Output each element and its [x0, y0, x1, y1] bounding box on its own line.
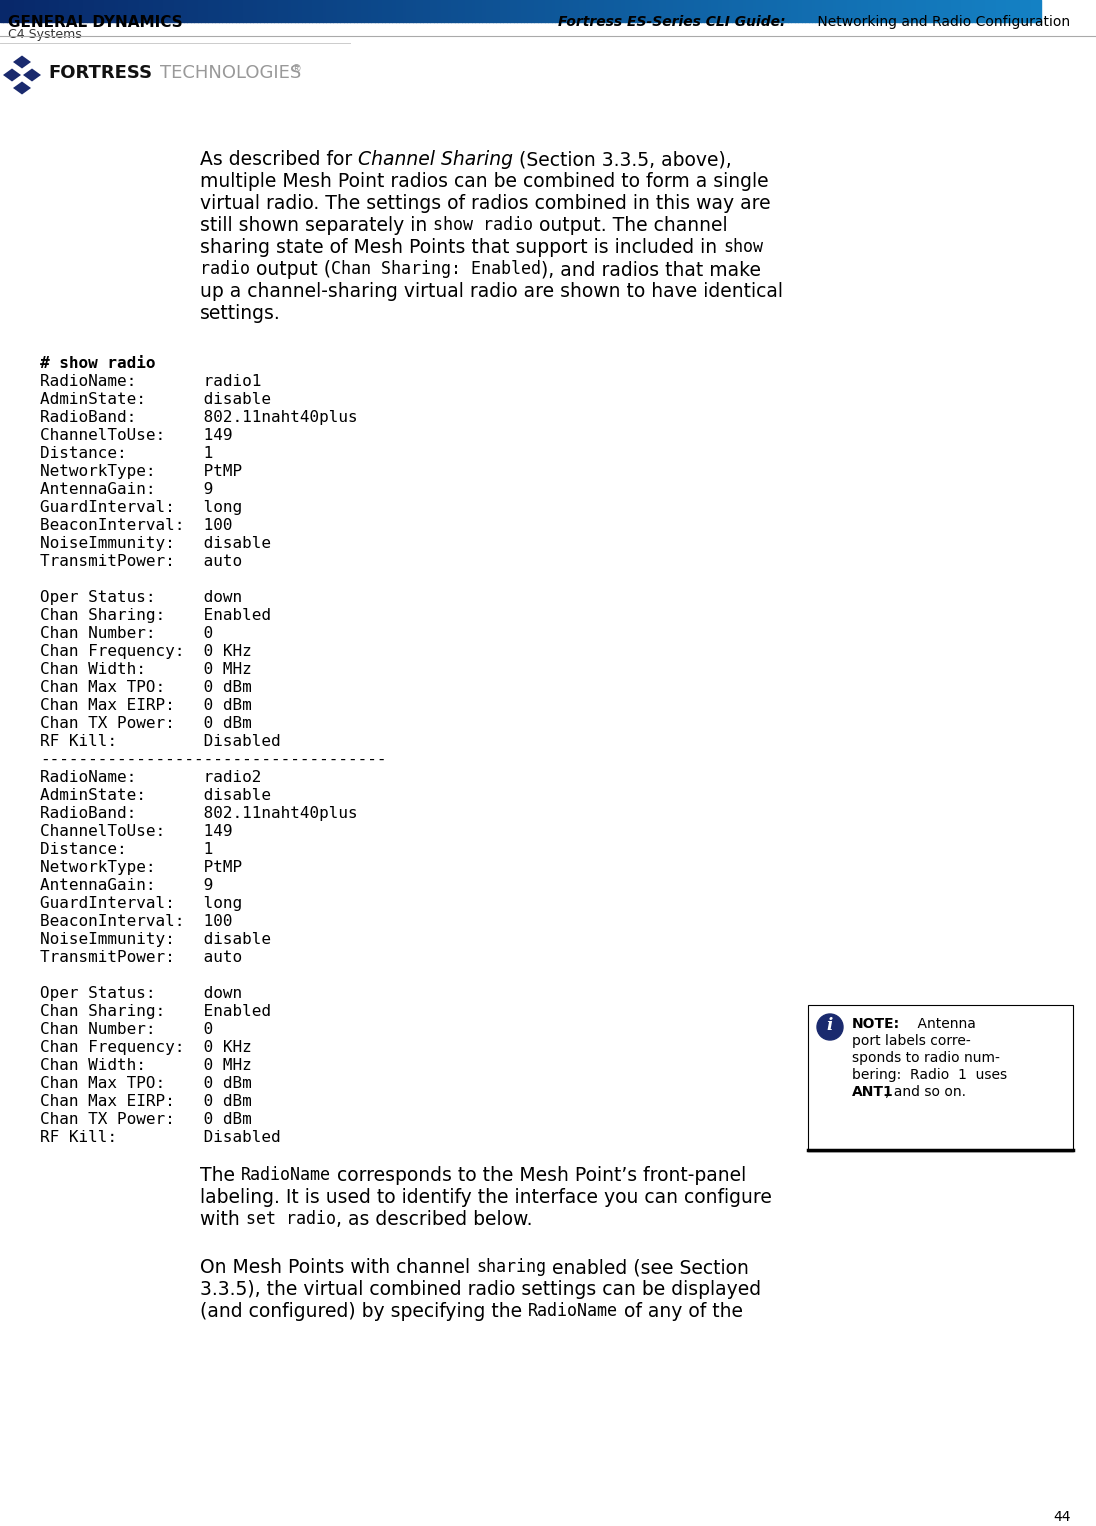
Text: # show radio: # show radio: [39, 356, 156, 371]
Text: set radio: set radio: [246, 1210, 335, 1228]
Text: up a channel-sharing virtual radio are shown to have identical: up a channel-sharing virtual radio are s…: [199, 282, 783, 301]
Text: ------------------------------------: ------------------------------------: [39, 752, 387, 768]
Text: AntennaGain:     9: AntennaGain: 9: [39, 482, 214, 497]
Text: Chan Width:      0 MHz: Chan Width: 0 MHz: [39, 662, 252, 678]
Text: Chan Max TPO:    0 dBm: Chan Max TPO: 0 dBm: [39, 681, 252, 694]
Text: Chan Number:     0: Chan Number: 0: [39, 1022, 214, 1038]
Text: Chan Width:      0 MHz: Chan Width: 0 MHz: [39, 1058, 252, 1073]
Text: output. The channel: output. The channel: [534, 217, 728, 235]
Text: Distance:        1: Distance: 1: [39, 446, 214, 461]
Text: show radio: show radio: [433, 217, 534, 233]
Text: TECHNOLOGIES: TECHNOLOGIES: [160, 64, 301, 82]
Text: sharing: sharing: [476, 1259, 546, 1276]
Text: (and configured) by specifying the: (and configured) by specifying the: [199, 1302, 528, 1322]
Text: with: with: [199, 1210, 246, 1228]
Text: NetworkType:     PtMP: NetworkType: PtMP: [39, 861, 242, 874]
Text: i: i: [826, 1018, 833, 1035]
Text: port labels corre-: port labels corre-: [852, 1035, 971, 1048]
Text: Chan TX Power:   0 dBm: Chan TX Power: 0 dBm: [39, 1112, 252, 1128]
Text: multiple Mesh Point radios can be combined to form a single: multiple Mesh Point radios can be combin…: [199, 172, 768, 191]
Text: Oper Status:     down: Oper Status: down: [39, 986, 242, 1001]
Text: , and so on.: , and so on.: [884, 1085, 966, 1099]
Text: NetworkType:     PtMP: NetworkType: PtMP: [39, 464, 242, 479]
Text: sharing state of Mesh Points that support is included in: sharing state of Mesh Points that suppor…: [199, 238, 723, 256]
Text: enabled (see Section: enabled (see Section: [546, 1259, 749, 1277]
Text: labeling. It is used to identify the interface you can configure: labeling. It is used to identify the int…: [199, 1189, 772, 1207]
Text: RadioBand:       802.11naht40plus: RadioBand: 802.11naht40plus: [39, 410, 357, 426]
Text: BeaconInterval:  100: BeaconInterval: 100: [39, 517, 232, 533]
Text: AntennaGain:     9: AntennaGain: 9: [39, 877, 214, 893]
Text: Chan Sharing: Enabled: Chan Sharing: Enabled: [331, 259, 541, 278]
Text: RF Kill:         Disabled: RF Kill: Disabled: [39, 1129, 281, 1144]
Text: NoiseImmunity:   disable: NoiseImmunity: disable: [39, 932, 271, 948]
Text: RadioName:       radio2: RadioName: radio2: [39, 771, 261, 784]
Text: radio: radio: [199, 259, 250, 278]
Text: GuardInterval:   long: GuardInterval: long: [39, 896, 242, 911]
Text: Chan Sharing:    Enabled: Chan Sharing: Enabled: [39, 607, 271, 623]
Text: Chan Max EIRP:   0 dBm: Chan Max EIRP: 0 dBm: [39, 697, 252, 713]
Text: GENERAL DYNAMICS: GENERAL DYNAMICS: [8, 15, 183, 31]
Circle shape: [817, 1013, 843, 1041]
Text: ®: ®: [292, 64, 302, 73]
Text: Channel Sharing: Channel Sharing: [358, 150, 513, 169]
Text: ), and radios that make: ), and radios that make: [541, 259, 761, 279]
Text: RadioName: RadioName: [241, 1166, 331, 1184]
Text: Distance:        1: Distance: 1: [39, 842, 214, 858]
Polygon shape: [13, 55, 31, 69]
Text: 3.3.5), the virtual combined radio settings can be displayed: 3.3.5), the virtual combined radio setti…: [199, 1280, 761, 1300]
Text: virtual radio. The settings of radios combined in this way are: virtual radio. The settings of radios co…: [199, 194, 770, 214]
Text: The: The: [199, 1166, 241, 1186]
Text: Oper Status:     down: Oper Status: down: [39, 591, 242, 604]
Text: NOTE:: NOTE:: [852, 1016, 900, 1032]
Text: RF Kill:         Disabled: RF Kill: Disabled: [39, 734, 281, 749]
Text: Chan Frequency:  0 KHz: Chan Frequency: 0 KHz: [39, 644, 252, 659]
Text: show: show: [723, 238, 763, 256]
Text: ChannelToUse:    149: ChannelToUse: 149: [39, 824, 232, 839]
Text: Chan TX Power:   0 dBm: Chan TX Power: 0 dBm: [39, 716, 252, 731]
Text: sponds to radio num-: sponds to radio num-: [852, 1051, 1000, 1065]
Text: Fortress ES-Series CLI Guide:: Fortress ES-Series CLI Guide:: [558, 15, 786, 29]
Text: GuardInterval:   long: GuardInterval: long: [39, 501, 242, 514]
Text: of any of the: of any of the: [618, 1302, 743, 1322]
Text: , as described below.: , as described below.: [335, 1210, 533, 1228]
Text: bering:  Radio  1  uses: bering: Radio 1 uses: [852, 1068, 1007, 1082]
Text: On Mesh Points with channel: On Mesh Points with channel: [199, 1259, 476, 1277]
Text: Chan Number:     0: Chan Number: 0: [39, 626, 214, 641]
Text: FORTRESS: FORTRESS: [48, 64, 152, 82]
Text: Chan Sharing:    Enabled: Chan Sharing: Enabled: [39, 1004, 271, 1019]
Text: AdminState:      disable: AdminState: disable: [39, 392, 271, 407]
Text: Chan Max EIRP:   0 dBm: Chan Max EIRP: 0 dBm: [39, 1094, 252, 1109]
Text: As described for: As described for: [199, 150, 358, 169]
Text: RadioBand:       802.11naht40plus: RadioBand: 802.11naht40plus: [39, 806, 357, 821]
Text: still shown separately in: still shown separately in: [199, 217, 433, 235]
Polygon shape: [3, 69, 21, 81]
Text: TransmitPower:   auto: TransmitPower: auto: [39, 554, 242, 569]
Polygon shape: [13, 81, 31, 95]
Polygon shape: [23, 69, 41, 81]
Text: Networking and Radio Configuration: Networking and Radio Configuration: [813, 15, 1070, 29]
Text: Chan Frequency:  0 KHz: Chan Frequency: 0 KHz: [39, 1041, 252, 1054]
Text: Antenna: Antenna: [900, 1016, 975, 1032]
Text: RadioName: RadioName: [528, 1302, 618, 1320]
Text: output (: output (: [250, 259, 331, 279]
Text: Chan Max TPO:    0 dBm: Chan Max TPO: 0 dBm: [39, 1076, 252, 1091]
Text: TransmitPower:   auto: TransmitPower: auto: [39, 951, 242, 964]
Text: ChannelToUse:    149: ChannelToUse: 149: [39, 427, 232, 443]
Text: ANT1: ANT1: [852, 1085, 893, 1099]
Text: settings.: settings.: [199, 304, 281, 324]
Text: 44: 44: [1053, 1511, 1071, 1524]
Text: RadioName:       radio1: RadioName: radio1: [39, 374, 261, 389]
Text: AdminState:      disable: AdminState: disable: [39, 787, 271, 803]
Bar: [808, 1006, 1073, 1151]
Text: corresponds to the Mesh Point’s front-panel: corresponds to the Mesh Point’s front-pa…: [331, 1166, 746, 1186]
Text: NoiseImmunity:   disable: NoiseImmunity: disable: [39, 536, 271, 551]
Text: BeaconInterval:  100: BeaconInterval: 100: [39, 914, 232, 929]
Text: C4 Systems: C4 Systems: [8, 27, 82, 41]
Text: (Section 3.3.5, above),: (Section 3.3.5, above),: [513, 150, 732, 169]
